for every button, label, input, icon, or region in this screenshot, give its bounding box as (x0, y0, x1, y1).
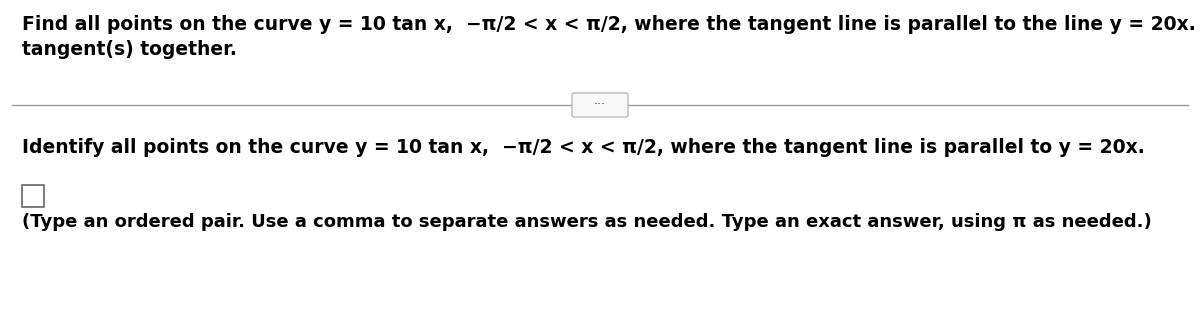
Text: (Type an ordered pair. Use a comma to separate answers as needed. Type an exact : (Type an ordered pair. Use a comma to se… (22, 213, 1152, 231)
Text: Find all points on the curve y = 10 tan x,  −π/2 < x < π/2, where the tangent li: Find all points on the curve y = 10 tan … (22, 15, 1200, 34)
Text: Identify all points on the curve y = 10 tan x,  −π/2 < x < π/2, where the tangen: Identify all points on the curve y = 10 … (22, 138, 1145, 157)
Bar (22, 185, 44, 207)
Text: tangent(s) together.: tangent(s) together. (22, 40, 236, 59)
FancyBboxPatch shape (572, 93, 628, 117)
Text: ···: ··· (594, 99, 606, 112)
